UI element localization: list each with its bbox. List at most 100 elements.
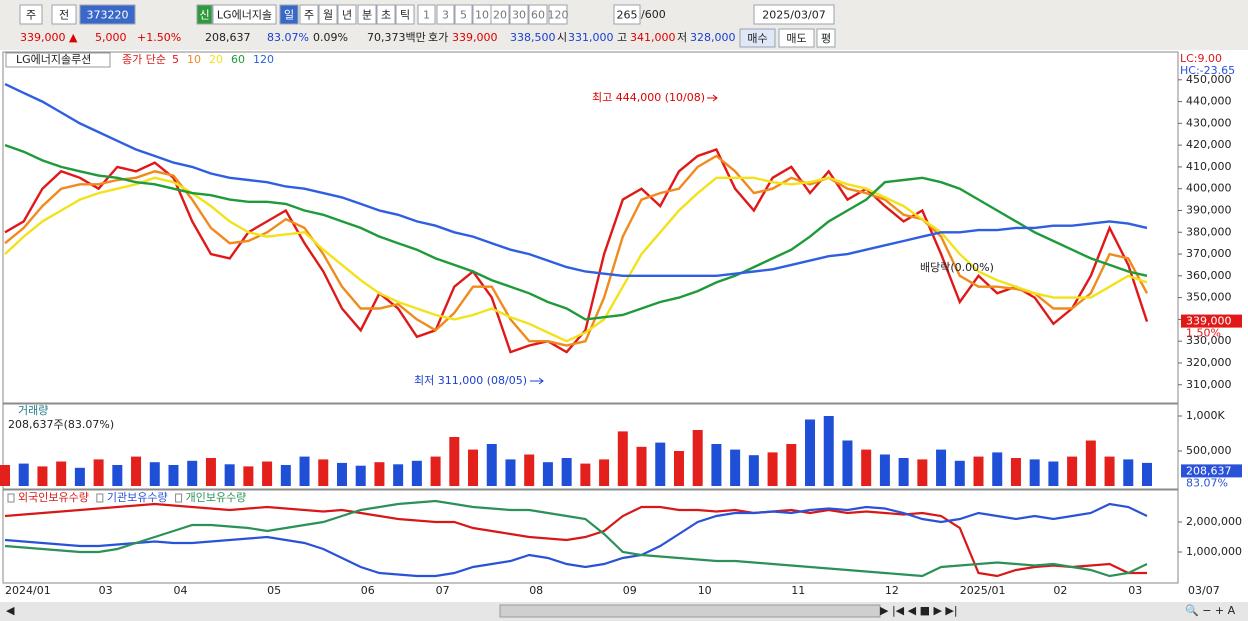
button-label[interactable]: 3 [442,9,449,22]
volume-bar [542,462,553,486]
volume-bar [823,416,834,486]
button[interactable] [528,4,548,25]
scroll-left[interactable]: ◀ [6,604,15,617]
legend-entry: 기관보유수량 [107,491,168,504]
legend-title: 종가 단순 [122,53,166,66]
button-label[interactable]: 월 [323,9,333,22]
button-label[interactable]: 60 [531,9,545,22]
button-label[interactable]: 10 [475,9,489,22]
scroll-thumb[interactable] [499,604,881,618]
volume-bar [74,467,85,486]
button-label[interactable]: 매도 [786,32,806,45]
series-line [4,176,1148,343]
button[interactable] [436,4,455,25]
button-label[interactable]: 매수 [747,32,767,45]
button-label[interactable]: 평 [821,32,831,45]
button[interactable] [395,4,415,25]
button[interactable] [548,4,568,25]
quote-change-pct: +1.50% [137,31,181,44]
button-label[interactable]: 1 [423,9,430,22]
legend-entry: 120 [253,53,274,66]
button[interactable] [19,4,43,25]
volume-bar [243,466,254,486]
volume-bar [1048,461,1059,486]
volume-bar [131,456,142,486]
button-label[interactable]: 틱 [400,9,410,22]
button[interactable] [778,28,815,48]
y-tick-label: 390,000 [1186,203,1232,216]
button[interactable] [79,4,136,25]
button-label[interactable]: 373220 [87,9,129,22]
series-line [4,502,1148,578]
legend-icon [7,493,15,503]
volume-bar [805,419,816,486]
button[interactable] [753,4,835,25]
button-label[interactable]: 년 [342,9,352,22]
button-label[interactable]: 분 [362,9,372,22]
button[interactable] [196,4,213,25]
volume-bar [1029,459,1040,486]
button[interactable] [299,4,319,25]
button[interactable] [357,4,377,25]
volume-bar [1067,456,1078,486]
button[interactable] [337,4,357,25]
annotation-arrow [530,377,544,385]
quote-ask: 339,000 [452,31,498,44]
button-label[interactable]: 20 [493,9,507,22]
button-label[interactable]: 초 [381,9,391,22]
button-label[interactable]: 265 [617,9,638,22]
button-label[interactable]: 5 [460,9,467,22]
scroll-controls[interactable]: ▶ |◀ ◀ ■ ▶ ▶| [880,604,958,617]
quote-price: 339,000 ▲ [20,31,78,44]
button[interactable] [51,4,77,25]
button-label[interactable]: 2025/03/07 [762,9,825,22]
zoom-controls[interactable]: 🔍 − + A [1185,603,1236,617]
button[interactable] [318,4,338,25]
volume-bar [748,455,759,486]
volume-bar [1010,458,1021,486]
title-box [5,52,111,68]
button-label[interactable]: 일 [284,8,294,22]
x-tick-label: 04 [173,584,187,597]
button-label[interactable]: LG에너지솔 [217,9,272,22]
quote-open: 331,000 [568,31,614,44]
button-label[interactable]: 전 [59,9,69,22]
button[interactable] [490,4,510,25]
current-value-label: 208,637 [1186,464,1232,477]
annotation-high: 최고 444,000 (10/08) [592,91,705,104]
y-tick-label: 1,000K [1186,409,1225,422]
button-label[interactable]: 120 [548,9,569,22]
y-tick-label: 500,000 [1186,444,1232,457]
button[interactable] [212,4,277,25]
button-label[interactable]: 30 [512,9,526,22]
button[interactable] [279,4,299,25]
x-tick-label: 11 [791,584,805,597]
volume-bar [636,446,647,486]
current-value-box [1181,314,1242,328]
volume-bar [393,464,404,486]
volume-bar [617,431,628,486]
button[interactable] [509,4,529,25]
button-label[interactable]: 주 [26,9,36,22]
y-tick-label: 430,000 [1186,116,1232,129]
volume-bar [0,465,10,486]
volume-bar [599,459,610,486]
button[interactable] [417,4,436,25]
button[interactable] [816,28,836,48]
x-tick-label: 2024/01 [5,584,51,597]
button[interactable] [454,4,473,25]
volume-bar [112,465,123,486]
button[interactable] [376,4,396,25]
volume-bar [56,461,67,486]
button[interactable] [613,4,641,25]
panel-frame [2,403,1179,490]
volume-bar [468,449,479,486]
volume-bar [1142,462,1152,486]
series-line [4,154,1149,347]
button-label[interactable]: 신 [199,9,209,22]
button[interactable] [739,28,776,48]
y-tick-label: 1,000,000 [1186,545,1242,558]
button-label[interactable]: 주 [304,9,314,22]
volume-bar [954,460,965,486]
volume-bar [973,456,984,486]
